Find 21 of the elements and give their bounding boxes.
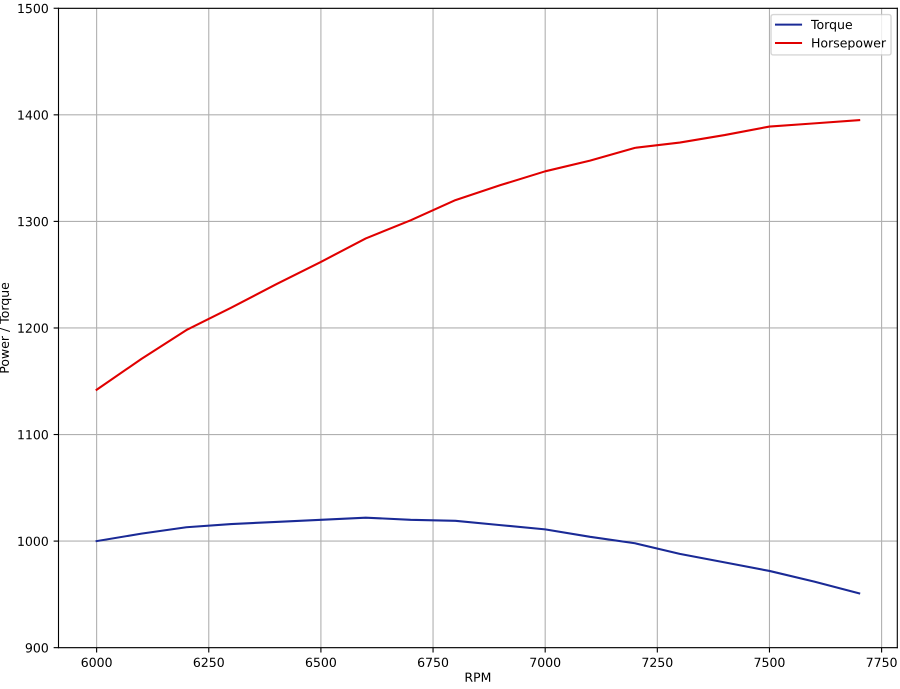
y-axis-title: Power / Torque	[0, 282, 12, 373]
y-tick-label: 1300	[18, 216, 48, 226]
legend-label: Horsepower	[812, 38, 886, 50]
y-tick-label: 1400	[18, 110, 48, 120]
y-tick-label: 1200	[18, 323, 48, 333]
line-series	[96, 516, 860, 594]
x-tick-label: 7750	[866, 658, 897, 668]
x-tick-label: 6250	[194, 658, 224, 668]
line-series	[96, 119, 860, 391]
x-tick-label: 7250	[642, 658, 672, 668]
x-tick-label: 6750	[418, 658, 448, 668]
y-tick-label: 900	[26, 643, 48, 653]
x-tick-label: 6500	[306, 658, 336, 668]
legend-label: Torque	[810, 20, 852, 32]
y-tick-label: 1000	[18, 536, 48, 546]
x-tick-label: 7500	[754, 658, 785, 668]
y-tick-label: 1500	[18, 4, 48, 14]
x-axis-title: RPM	[466, 672, 490, 682]
x-tick-label: 6000	[82, 658, 112, 668]
y-tick-label: 1100	[18, 430, 48, 440]
x-tick-label: 7000	[530, 658, 560, 668]
